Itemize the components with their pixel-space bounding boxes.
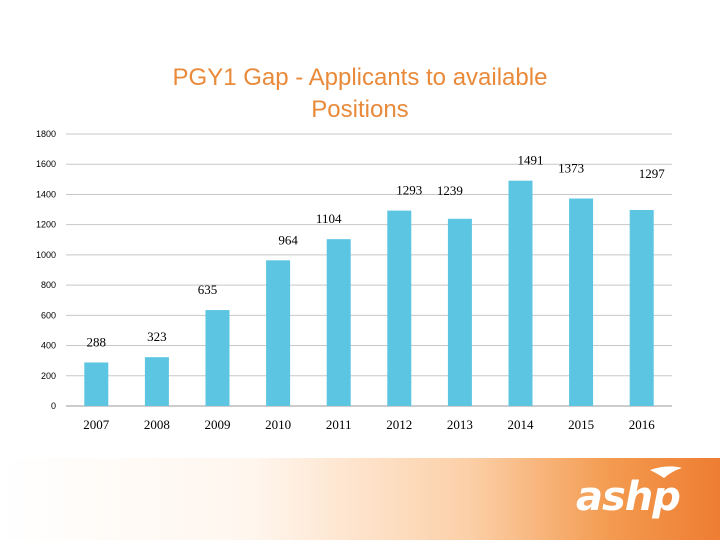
footer-band: ashp bbox=[0, 458, 720, 540]
bar bbox=[447, 218, 472, 406]
x-tick-label: 2010 bbox=[265, 417, 291, 432]
data-label: 1297 bbox=[639, 166, 666, 181]
bar bbox=[326, 239, 351, 406]
bar bbox=[84, 362, 109, 406]
x-tick-label: 2013 bbox=[447, 417, 473, 432]
y-tick-label: 400 bbox=[41, 341, 56, 351]
x-tick-label: 2015 bbox=[568, 417, 594, 432]
x-tick-label: 2016 bbox=[629, 417, 656, 432]
data-label: 1239 bbox=[437, 183, 463, 198]
y-tick-label: 1200 bbox=[36, 220, 56, 230]
x-tick-label: 2012 bbox=[386, 417, 412, 432]
y-tick-label: 0 bbox=[51, 401, 56, 411]
bar bbox=[266, 260, 291, 406]
y-tick-label: 1400 bbox=[36, 189, 56, 199]
bar bbox=[205, 310, 230, 406]
data-label: 1373 bbox=[558, 161, 584, 176]
data-label: 1293 bbox=[396, 183, 422, 198]
bars bbox=[84, 180, 654, 406]
data-label: 323 bbox=[147, 329, 167, 344]
x-tick-label: 2014 bbox=[508, 417, 535, 432]
bar bbox=[629, 210, 654, 406]
data-label: 635 bbox=[198, 282, 218, 297]
logo-text: ashp bbox=[576, 474, 680, 520]
x-tick-label: 2007 bbox=[83, 417, 110, 432]
y-tick-label: 1000 bbox=[36, 250, 56, 260]
x-axis-ticks: 2007 2008 2009 2010 2011 2012 2013 2014 2015 2016 bbox=[83, 417, 655, 432]
bar-chart: 0 200 400 600 800 1000 1200 1400 1600 1800 288 323… bbox=[36, 129, 672, 432]
data-label: 1491 bbox=[518, 153, 544, 168]
y-tick-label: 600 bbox=[41, 310, 56, 320]
bar bbox=[508, 180, 533, 406]
data-label: 964 bbox=[278, 232, 298, 247]
data-label: 1104 bbox=[316, 211, 342, 226]
y-tick-label: 200 bbox=[41, 371, 56, 381]
data-labels: 288 323 635 964 1104 1293 1239 1491 1373 1297 bbox=[87, 153, 666, 350]
x-tick-label: 2008 bbox=[144, 417, 170, 432]
bar bbox=[144, 357, 169, 406]
bar bbox=[387, 210, 412, 406]
x-tick-label: 2011 bbox=[326, 417, 352, 432]
y-axis-ticks: 0 200 400 600 800 1000 1200 1400 1600 1800 bbox=[36, 129, 56, 411]
y-tick-label: 1800 bbox=[36, 129, 56, 139]
logo-swoosh-icon bbox=[650, 466, 682, 478]
y-tick-label: 1600 bbox=[36, 159, 56, 169]
x-tick-label: 2009 bbox=[205, 417, 231, 432]
y-tick-label: 800 bbox=[41, 280, 56, 290]
chart-title: PGY1 Gap - Applicants to available Posit… bbox=[172, 64, 548, 123]
bar bbox=[569, 198, 594, 406]
ashp-logo: ashp bbox=[576, 466, 682, 520]
data-label: 288 bbox=[87, 334, 107, 349]
